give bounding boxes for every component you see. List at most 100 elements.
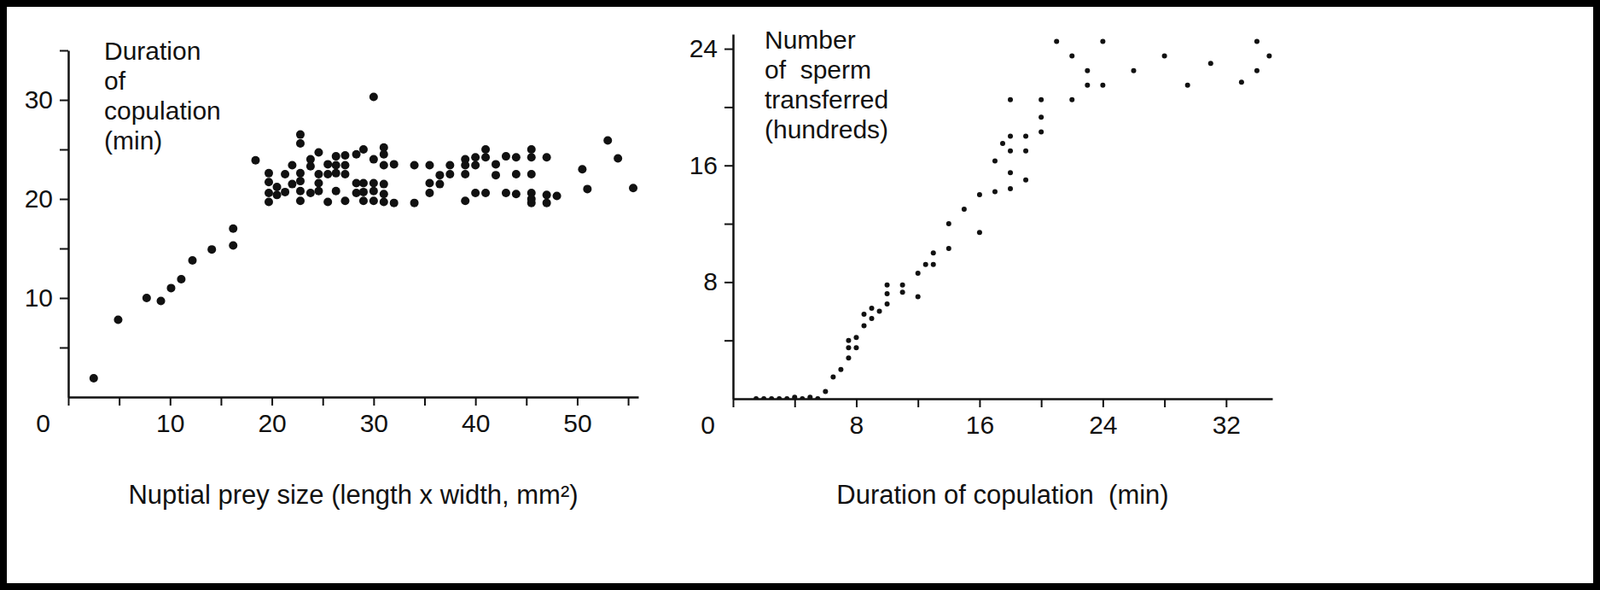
- point: [512, 169, 521, 179]
- tick-label: 10: [156, 408, 185, 437]
- point: [915, 270, 921, 276]
- tick-mark: [59, 198, 69, 201]
- tick-label: 10: [24, 283, 53, 312]
- point: [445, 169, 454, 179]
- point: [314, 147, 323, 157]
- point: [1084, 82, 1090, 88]
- point: [512, 152, 521, 162]
- point: [340, 151, 350, 160]
- point: [992, 158, 998, 164]
- point: [1007, 148, 1013, 154]
- point: [603, 136, 612, 146]
- point: [340, 169, 350, 179]
- point: [830, 373, 836, 379]
- point: [923, 261, 929, 268]
- y-axis-line: [67, 51, 70, 398]
- point: [869, 315, 875, 321]
- point: [273, 190, 282, 199]
- point: [1000, 140, 1006, 146]
- point: [89, 373, 99, 383]
- point: [853, 344, 859, 350]
- point: [323, 159, 332, 169]
- point: [296, 168, 305, 178]
- point: [915, 293, 921, 299]
- point: [1239, 79, 1245, 85]
- point: [471, 188, 480, 198]
- point: [776, 395, 782, 399]
- point: [379, 161, 389, 170]
- point: [1069, 53, 1075, 59]
- point: [359, 196, 368, 205]
- canvas: 01020304050102030Durationofcopulation(mi…: [0, 0, 1600, 590]
- point: [435, 180, 444, 189]
- tick-mark: [733, 398, 735, 408]
- point: [613, 153, 623, 163]
- points: [753, 39, 1272, 399]
- point: [280, 169, 290, 179]
- x-tick: 50: [563, 396, 592, 437]
- x-axis-line: [69, 395, 640, 399]
- x-axis: 0 8 16 24 32: [700, 398, 1273, 439]
- x-tick: 0: [700, 398, 734, 439]
- point: [331, 168, 341, 178]
- point: [264, 197, 274, 206]
- chart-panel: 01020304050102030Durationofcopulation(mi…: [24, 36, 640, 510]
- tick-mark: [59, 149, 69, 152]
- x-axis-title: Nuptial prey size (length x width, mm²): [128, 479, 578, 510]
- x-tick: 0: [35, 396, 69, 437]
- tick-mark: [68, 396, 70, 406]
- tick-label: 30: [24, 85, 53, 114]
- points: [89, 93, 638, 383]
- point: [869, 305, 875, 311]
- x-tick: 20: [257, 396, 286, 437]
- point: [323, 197, 332, 206]
- point: [822, 388, 828, 394]
- point: [961, 206, 967, 212]
- y-axis-title: (hundreds): [764, 115, 889, 144]
- point: [410, 198, 419, 208]
- tick-mark: [59, 297, 69, 300]
- point: [1053, 39, 1059, 45]
- point: [296, 176, 305, 186]
- tick-label: 32: [1212, 410, 1241, 439]
- point: [250, 156, 260, 165]
- point: [1007, 133, 1013, 140]
- point: [1254, 39, 1260, 45]
- point: [884, 301, 891, 307]
- point: [296, 130, 305, 140]
- point: [228, 241, 238, 251]
- point: [845, 337, 851, 344]
- x-tick: 32: [1212, 398, 1241, 439]
- point: [1266, 53, 1272, 59]
- point: [460, 169, 470, 179]
- point: [753, 395, 759, 399]
- y-axis-title: (min): [104, 126, 163, 155]
- point: [314, 186, 323, 196]
- point: [1099, 39, 1106, 45]
- point: [273, 182, 282, 192]
- point: [977, 229, 983, 235]
- minor-ticks: [724, 107, 734, 341]
- tick-mark: [59, 99, 69, 102]
- point: [471, 161, 480, 170]
- tick-label: 0: [35, 408, 51, 437]
- x-tick: 8: [849, 398, 865, 439]
- tick-label: 8: [849, 410, 865, 439]
- point: [264, 177, 274, 187]
- minor-tick: [59, 347, 69, 349]
- point: [491, 170, 501, 180]
- tick-mark: [724, 281, 734, 284]
- y-tick: 10: [24, 283, 69, 312]
- point: [577, 164, 587, 174]
- x-tick: 40: [461, 396, 490, 437]
- point: [389, 159, 399, 169]
- point: [791, 394, 798, 399]
- y-tick: 20: [24, 184, 69, 213]
- point: [1023, 148, 1029, 154]
- tick-label: 16: [689, 151, 718, 180]
- x-tick: 16: [965, 398, 995, 439]
- tick-label: 24: [1088, 410, 1118, 439]
- point: [853, 334, 859, 340]
- point: [471, 152, 480, 162]
- point: [527, 169, 536, 179]
